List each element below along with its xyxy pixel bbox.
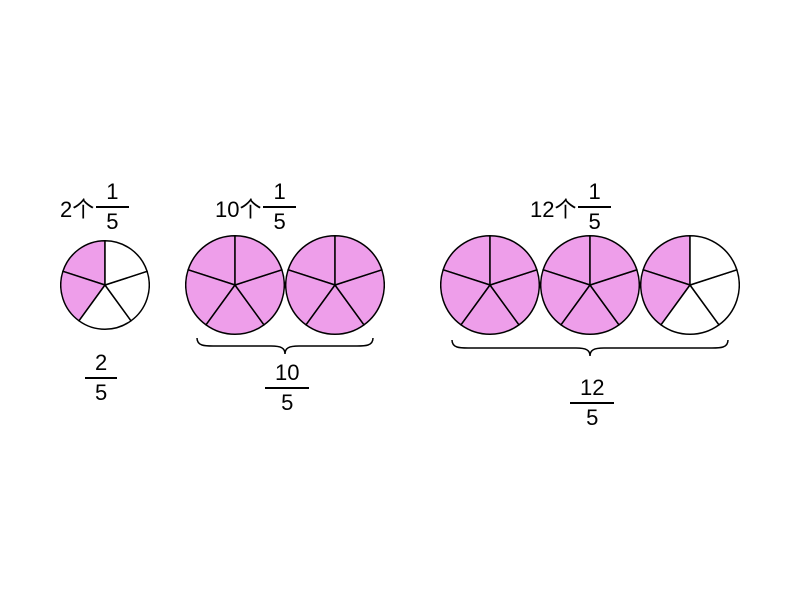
pie-circle [540,235,640,335]
fraction-denominator: 5 [582,210,606,234]
count-label: 12个15 [530,180,611,234]
fraction-bar [570,402,614,404]
fraction-numerator: 1 [578,180,610,204]
fraction-bar [265,387,309,389]
brace-wrapper [450,338,730,363]
pie-row [60,240,150,330]
result-fraction: 125 [570,375,614,430]
pie-circle [640,235,740,335]
fraction: 15 [578,180,610,234]
pie-circle [440,235,540,335]
fraction-numerator: 2 [85,351,117,375]
brace-wrapper [195,336,375,361]
pie-row [185,235,385,335]
fraction: 25 [85,351,117,405]
curly-brace [450,338,730,358]
fraction: 15 [263,180,295,234]
fraction-denominator: 5 [100,210,124,234]
fraction-denominator: 5 [89,381,113,405]
curly-brace [195,336,375,356]
fraction-bar [85,377,117,379]
count-text: 2个 [60,192,94,224]
count-text: 10个 [215,192,261,224]
pie-row [440,235,740,335]
fraction-denominator: 5 [267,210,291,234]
pie-circle [185,235,285,335]
fraction: 105 [265,361,309,415]
result-fraction: 25 [85,350,117,405]
fraction-numerator: 10 [265,361,309,385]
fraction: 125 [570,376,614,430]
count-label: 2个15 [60,180,129,234]
count-text: 12个 [530,192,576,224]
fraction: 15 [96,180,128,234]
fraction-numerator: 1 [96,180,128,204]
fraction-bar [96,206,128,208]
fraction-numerator: 12 [570,376,614,400]
pie-circle [285,235,385,335]
fraction-bar [263,206,295,208]
fraction-bar [578,206,610,208]
count-label: 10个15 [215,180,296,234]
result-fraction: 105 [265,360,309,415]
fraction-denominator: 5 [580,406,604,430]
pie-circle [60,240,150,330]
fraction-denominator: 5 [275,391,299,415]
fraction-diagram: 2个152510个1510512个15125 [0,0,794,596]
fraction-numerator: 1 [263,180,295,204]
